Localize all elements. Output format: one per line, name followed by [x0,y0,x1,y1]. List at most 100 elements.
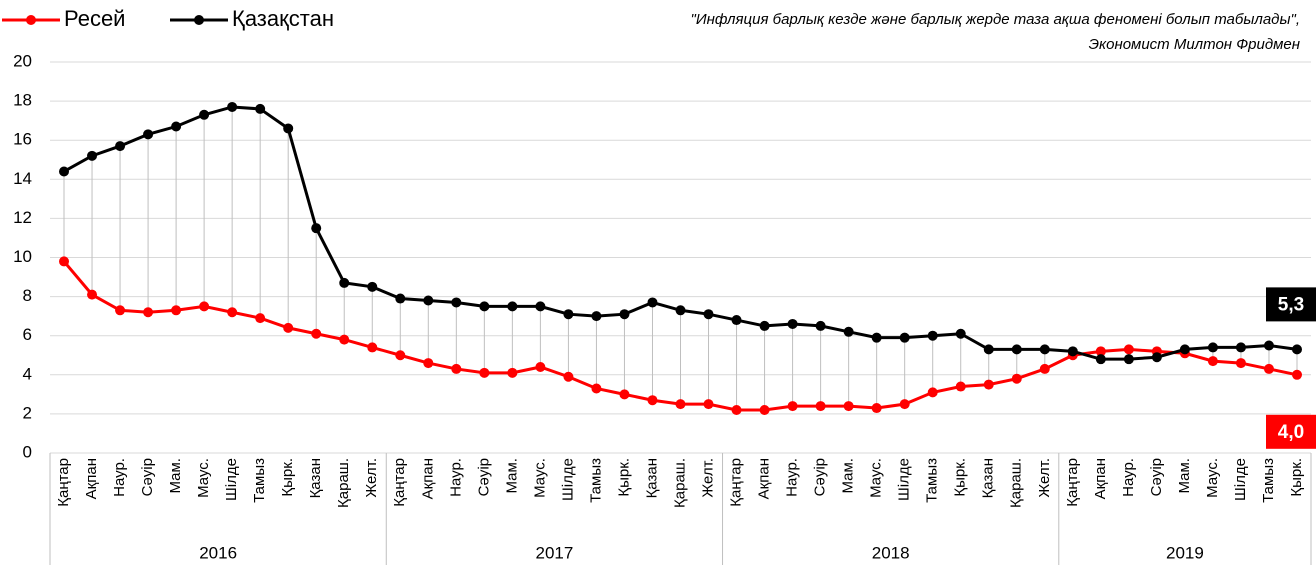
marker [927,387,938,398]
marker [843,401,854,412]
x-tick-label: Тамыз [1260,458,1277,503]
marker [255,313,266,324]
x-tick-label: Мам. [1176,458,1193,494]
marker [1179,344,1190,355]
marker [423,295,434,306]
marker [255,103,266,114]
marker [1207,356,1218,367]
marker [1123,354,1134,365]
marker [759,404,770,415]
marker [591,383,602,394]
x-tick-label: Маус. [195,458,212,498]
group-label: 2019 [1166,543,1204,562]
group-label: 2017 [535,543,573,562]
x-tick-label: Наур. [1120,458,1137,497]
marker [1207,342,1218,353]
marker [311,223,322,234]
x-tick-label: Қырк. [615,458,632,497]
x-tick-label: Желт. [363,458,380,498]
x-tick-label: Қазан [643,458,660,498]
marker [59,166,70,177]
marker [507,367,518,378]
y-tick-label: 10 [13,247,32,266]
marker [787,401,798,412]
x-tick-label: Ақпан [83,458,100,499]
x-tick-label: Сәуір [1148,458,1165,496]
legend-marker [26,15,36,25]
x-tick-label: Сәуір [475,458,492,496]
marker [675,305,686,316]
x-tick-label: Мам. [503,458,520,494]
marker [1011,344,1022,355]
y-tick-label: 18 [13,91,32,110]
marker [1039,344,1050,355]
x-tick-label: Ақпан [756,458,773,499]
marker [87,150,98,161]
marker [871,403,882,414]
marker [871,332,882,343]
marker [115,305,126,316]
marker [395,293,406,304]
y-tick-label: 0 [23,442,32,461]
x-tick-label: Мам. [840,458,857,494]
marker [199,109,210,120]
marker [731,315,742,326]
annotation: Экономист Милтон Фридмен [1089,36,1300,53]
value-label-box [1266,287,1316,322]
marker [1235,358,1246,369]
marker [1235,342,1246,353]
legend-label: Қазақстан [232,6,334,31]
marker [395,350,406,361]
marker [311,328,322,339]
y-tick-label: 8 [23,286,32,305]
marker [227,101,238,112]
marker [619,309,630,320]
marker [479,367,490,378]
legend-label: Ресей [64,6,125,31]
value-label: 4,0 [1278,422,1304,443]
marker [1123,344,1134,355]
marker [283,322,294,333]
group-label: 2018 [872,543,910,562]
x-tick-label: Қырк. [952,458,969,497]
marker [815,401,826,412]
x-tick-label: Шілде [1232,458,1249,501]
y-tick-label: 12 [13,208,32,227]
marker [1291,369,1302,380]
marker [199,301,210,312]
x-tick-label: Қырк. [1288,458,1305,497]
marker [87,289,98,300]
x-tick-label: Тамыз [924,458,941,503]
marker [451,363,462,374]
y-tick-label: 4 [23,364,32,383]
x-tick-label: Наур. [111,458,128,497]
y-tick-label: 16 [13,130,32,149]
marker [1067,346,1078,357]
x-tick-label: Шілде [896,458,913,501]
marker [647,297,658,308]
marker [367,281,378,292]
legend-marker [194,15,204,25]
marker [171,305,182,316]
marker [115,141,126,152]
marker [283,123,294,134]
y-tick-label: 14 [13,169,32,188]
value-label-box [1266,414,1316,449]
marker [143,129,154,140]
x-tick-label: Қырк. [279,458,296,497]
marker [451,297,462,308]
x-tick-label: Қаңтар [1064,458,1081,507]
x-tick-label: Қазан [980,458,997,498]
marker [983,344,994,355]
marker [563,309,574,320]
marker [1291,344,1302,355]
marker [955,381,966,392]
marker [619,389,630,400]
x-tick-label: Қаңтар [728,458,745,507]
marker [1039,363,1050,374]
marker [535,301,546,312]
marker [815,320,826,331]
marker [143,307,154,318]
marker [227,307,238,318]
